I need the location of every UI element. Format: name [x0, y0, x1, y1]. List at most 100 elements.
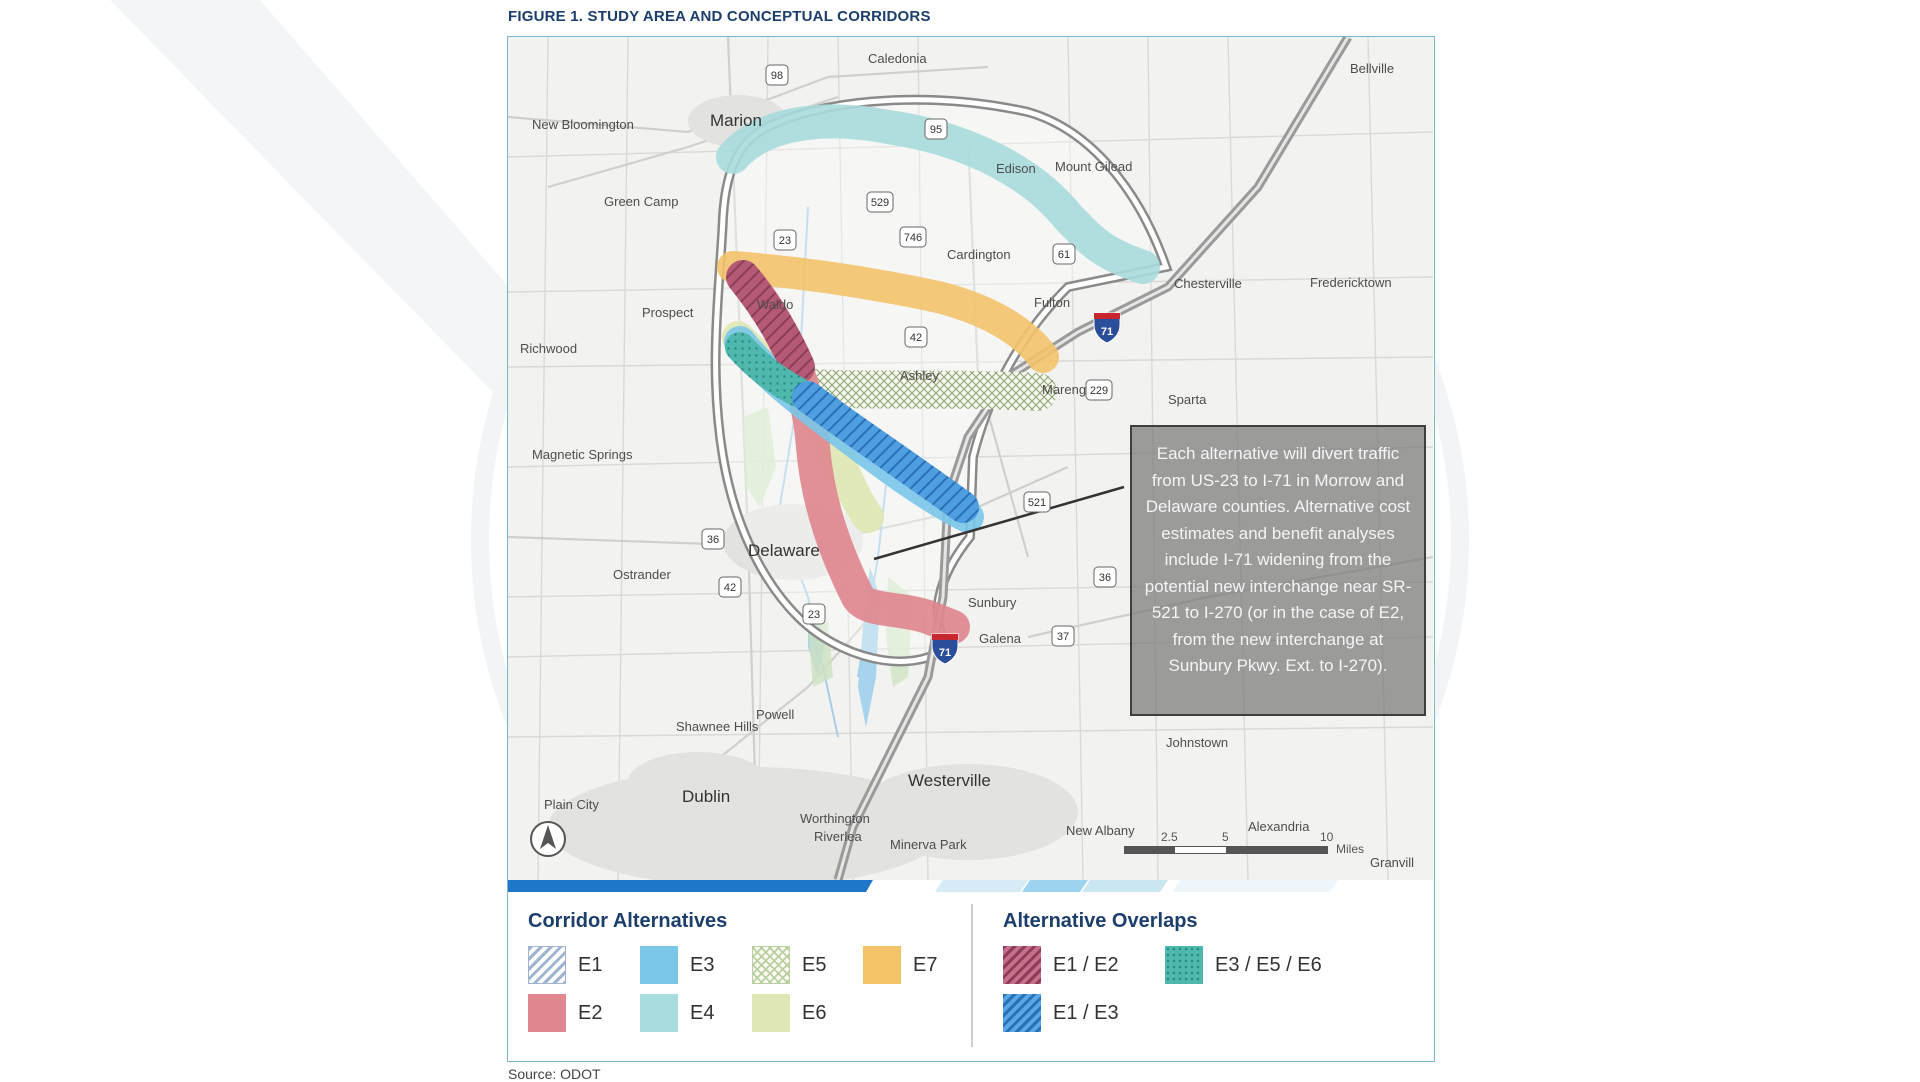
svg-text:42: 42 — [724, 582, 736, 594]
place-sunbury: Sunbury — [968, 595, 1017, 610]
swatch-e6 — [752, 994, 790, 1032]
svg-text:37: 37 — [1057, 631, 1069, 643]
scale-unit: Miles — [1336, 842, 1365, 856]
place-bellville: Bellville — [1350, 61, 1395, 76]
place-marion: Marion — [710, 111, 762, 130]
swatch-e3 — [640, 946, 678, 984]
place-johnstown: Johnstown — [1166, 735, 1229, 750]
label-e7: E7 — [913, 954, 938, 976]
label-e1-e2: E1 / E2 — [1053, 954, 1119, 976]
place-ostrander: Ostrander — [613, 567, 671, 582]
shield-95: 95 — [924, 118, 948, 140]
label-e2: E2 — [578, 1002, 603, 1024]
shield-37: 37 — [1051, 625, 1075, 647]
overlap-e1-e2 — [726, 260, 815, 384]
place-shawnee-hills: Shawnee Hills — [676, 719, 759, 734]
map-canvas: 98 95 529 746 61 23 42 229 521 — [508, 37, 1433, 880]
place-ashley: Ashley — [900, 368, 940, 383]
place-fredericktown: Fredericktown — [1310, 275, 1392, 290]
svg-text:42: 42 — [910, 332, 922, 344]
figure-title: FIGURE 1. STUDY AREA AND CONCEPTUAL CORR… — [508, 8, 931, 25]
place-richwood: Richwood — [520, 341, 578, 356]
place-prospect: Prospect — [642, 305, 694, 320]
legend-title-overlaps: Alternative Overlaps — [1003, 910, 1198, 932]
overlap-e1-e3 — [792, 381, 979, 523]
shield-i71-north: 71 — [1093, 312, 1121, 344]
svg-text:529: 529 — [871, 197, 889, 209]
svg-text:229: 229 — [1090, 385, 1108, 397]
legend-title-alternatives: Corridor Alternatives — [528, 910, 728, 932]
place-sparta: Sparta — [1168, 392, 1207, 407]
place-marengo: Mareng — [1042, 382, 1087, 397]
place-delaware: Delaware — [748, 541, 820, 560]
place-new-albany: New Albany — [1066, 823, 1135, 838]
place-powell: Powell — [756, 707, 795, 722]
place-mount-gilead: Mount Gilead — [1055, 159, 1133, 174]
shield-98: 98 — [765, 64, 789, 86]
svg-text:23: 23 — [779, 235, 791, 247]
legend: Corridor Alternatives Alternative Overla… — [508, 892, 1433, 1061]
place-chesterville: Chesterville — [1174, 276, 1242, 291]
corridor-e5 — [779, 368, 1057, 411]
place-new-bloomington: New Bloomington — [532, 117, 634, 132]
shield-us23-north: 23 — [773, 229, 797, 251]
overlap-e3-e5-e6 — [725, 332, 813, 407]
callout-note: Each alternative will divert traffic fro… — [1130, 425, 1426, 716]
place-plain-city: Plain City — [544, 797, 599, 812]
place-worthington: Worthington — [800, 811, 870, 826]
svg-text:61: 61 — [1058, 249, 1070, 261]
place-riverlea: Riverlea — [814, 829, 862, 844]
swatch-e4 — [640, 994, 678, 1032]
svg-text:98: 98 — [771, 70, 783, 82]
place-westerville: Westerville — [908, 771, 991, 790]
place-granville: Granvill — [1370, 855, 1415, 870]
shield-42-south: 42 — [718, 576, 742, 598]
shield-229: 229 — [1085, 379, 1113, 401]
svg-text:36: 36 — [1099, 572, 1111, 584]
place-caledonia: Caledonia — [868, 51, 927, 66]
corridor-e4 — [716, 104, 1160, 284]
place-fulton: Fulton — [1034, 295, 1071, 310]
swatch-e1 — [528, 946, 566, 984]
place-waldo: Waldo — [757, 297, 794, 312]
svg-text:95: 95 — [930, 124, 942, 136]
svg-text:71: 71 — [1101, 326, 1113, 338]
swatch-e1-e2 — [1003, 946, 1041, 984]
label-e1: E1 — [578, 954, 603, 976]
svg-text:71: 71 — [939, 647, 951, 659]
place-cardington: Cardington — [947, 247, 1011, 262]
shield-521: 521 — [1023, 491, 1051, 513]
label-e1-e3: E1 / E3 — [1053, 1002, 1119, 1024]
shield-746: 746 — [899, 226, 927, 248]
label-e5: E5 — [802, 954, 827, 976]
shield-61: 61 — [1052, 243, 1076, 265]
shield-us23-south: 23 — [802, 603, 826, 625]
interstate-71-center — [836, 37, 1350, 880]
callout-leader-line — [873, 485, 1125, 561]
figure-frame: 98 95 529 746 61 23 42 229 521 — [507, 36, 1435, 1062]
shield-36-west: 36 — [701, 528, 725, 550]
swatch-e2 — [528, 994, 566, 1032]
source-note: Source: ODOT — [508, 1066, 601, 1082]
scale-bar: 2.5 5 10 Miles — [1124, 830, 1364, 860]
swatch-e3-e5-e6 — [1165, 946, 1203, 984]
place-edison: Edison — [996, 161, 1036, 176]
scale-tick-10: 10 — [1320, 830, 1334, 844]
place-dublin: Dublin — [682, 787, 731, 806]
shield-36-east: 36 — [1093, 566, 1117, 588]
label-e6: E6 — [802, 1002, 827, 1024]
route-shields: 98 95 529 746 61 23 42 229 521 — [701, 64, 1121, 665]
svg-text:521: 521 — [1028, 497, 1046, 509]
map-area: 98 95 529 746 61 23 42 229 521 — [508, 37, 1433, 880]
legend-divider — [971, 904, 973, 1047]
place-magnetic-springs: Magnetic Springs — [532, 447, 633, 462]
scale-tick-5: 5 — [1222, 830, 1229, 844]
shield-i71-south: 71 — [931, 633, 959, 665]
scale-bar-track — [1124, 846, 1328, 854]
corridor-e7 — [717, 251, 1059, 373]
swatch-e1-e3 — [1003, 994, 1041, 1032]
label-e3-e5-e6: E3 / E5 / E6 — [1215, 954, 1322, 976]
decorative-stripe — [508, 880, 1338, 892]
scale-tick-2-5: 2.5 — [1161, 830, 1178, 844]
shield-529: 529 — [866, 191, 894, 213]
